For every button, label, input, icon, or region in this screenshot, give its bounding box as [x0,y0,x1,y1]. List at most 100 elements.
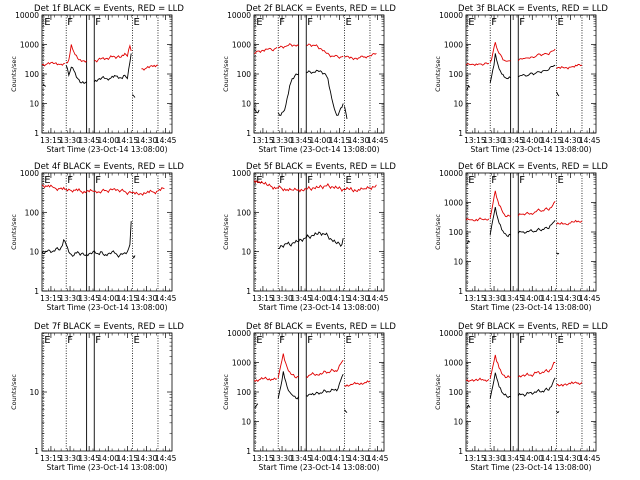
plot-frame [41,172,173,292]
x-tick-label: 14:45 [155,136,177,145]
y-tick-label: 10 [453,100,463,109]
x-tick-label: 13:45 [78,136,100,145]
y-axis-label: Counts/sec [10,374,18,410]
x-tick-label: 14:15 [541,294,563,303]
y-axis-label: Counts/sec [222,56,230,92]
events-series-line [489,207,511,238]
y-tick-label: 10000 [227,329,251,338]
x-tick-label: 14:15 [117,136,139,145]
lld-series-line [489,190,511,218]
chart-title: Det 6f BLACK = Events, RED = LLD [458,162,608,172]
detector-chart-5: Det 5f BLACK = Events, RED = LLD 1 10 100 10… [222,162,396,312]
marker-label: F [95,17,101,28]
marker-label: F [519,17,525,28]
events-series-line [254,107,260,114]
y-tick-label: 10000 [439,329,463,338]
y-axis-label: Counts/sec [10,56,18,92]
marker-label: F [279,175,285,186]
plot-frame [41,332,173,452]
x-tick-label: 13:45 [290,454,312,463]
series-group [254,43,377,119]
x-tick-label: 13:15 [252,136,274,145]
x-tick-label: 14:15 [541,454,563,463]
y-tick-label: 1000 [444,41,463,50]
chart-title: Det 4f BLACK = Events, RED = LLD [34,162,184,172]
lld-series-line [344,52,377,61]
events-series-line [489,372,511,399]
events-series-line [42,221,132,258]
x-tick-label: 14:45 [367,136,389,145]
x-axis-label: Start Time (23-Oct-14 13:08:00) [46,463,167,472]
lld-series-line [466,217,490,222]
events-series-line [93,53,132,83]
marker-label: F [307,175,313,186]
chart-title: Det 7f BLACK = Events, RED = LLD [34,322,184,332]
detector-chart-6: Det 6f BLACK = Events, RED = LLD 1 10 100 10… [434,162,608,312]
x-tick-label: 14:30 [136,136,158,145]
lld-series-line [517,48,556,62]
y-tick-label: 10 [453,418,463,427]
events-series-line [556,91,560,97]
series-group [466,354,583,414]
y-axis-label: Counts/sec [434,56,442,92]
marker-label: E [133,17,139,28]
y-tick-label: 10 [241,100,251,109]
chart-title: Det 8f BLACK = Events, RED = LLD [246,322,396,332]
x-tick-label: 14:45 [155,294,177,303]
marker-label: E [557,17,563,28]
marker-label: E [345,175,351,186]
x-axis-label: Start Time (23-Oct-14 13:08:00) [470,145,591,154]
x-tick-label: 13:30 [59,136,81,145]
events-series-line [344,106,348,119]
events-series-line [306,373,344,397]
y-tick-label: 100 [237,208,252,217]
marker-label: F [279,335,285,346]
y-axis-label: Counts/sec [222,374,230,410]
x-axis-label: Start Time (23-Oct-14 13:08:00) [46,145,167,154]
marker-label: F [95,335,101,346]
events-series-line [556,252,560,255]
marker-label: E [44,17,50,28]
x-tick-label: 13:45 [502,136,524,145]
x-tick-label: 14:00 [97,136,119,145]
x-tick-label: 14:45 [579,294,601,303]
series-group [42,44,159,98]
marker-label: F [279,17,285,28]
y-tick-label: 10 [29,388,39,397]
detector-chart-3: Det 3f BLACK = Events, RED = LLD 1 10 100 10… [434,4,608,154]
x-tick-label: 14:30 [560,136,582,145]
marker-label: F [67,175,73,186]
lld-series-line [517,361,556,378]
x-tick-label: 14:45 [579,454,601,463]
y-tick-label: 100 [449,388,464,397]
events-series-line [517,377,556,397]
x-tick-label: 14:00 [97,454,119,463]
y-tick-label: 10000 [439,169,463,178]
x-tick-label: 13:45 [78,454,100,463]
marker-label: E [468,175,474,186]
y-tick-label: 1000 [232,41,251,50]
x-tick-label: 13:30 [483,454,505,463]
marker-label: F [95,175,101,186]
x-tick-label: 13:15 [464,454,486,463]
x-tick-label: 13:45 [502,454,524,463]
series-group [466,42,583,97]
plot-frame [253,14,385,134]
y-axis-label: Counts/sec [434,214,442,250]
y-tick-label: 1 [246,447,251,456]
x-tick-label: 13:15 [464,294,486,303]
marker-label: E [256,175,262,186]
marker-label: E [557,175,563,186]
detector-chart-4: Det 4f BLACK = Events, RED = LLD 1 10 100 10… [10,162,184,312]
x-axis-label: Start Time (23-Oct-14 13:08:00) [258,145,379,154]
x-axis-label: Start Time (23-Oct-14 13:08:00) [258,463,379,472]
y-tick-label: 1 [34,287,39,296]
marker-label: E [345,17,351,28]
lld-series-line [278,43,299,49]
lld-series-line [466,62,490,67]
lld-series-line [517,201,556,217]
events-series-line [517,220,556,234]
x-tick-label: 14:00 [309,136,331,145]
marker-label: F [519,335,525,346]
x-tick-label: 14:30 [136,454,158,463]
